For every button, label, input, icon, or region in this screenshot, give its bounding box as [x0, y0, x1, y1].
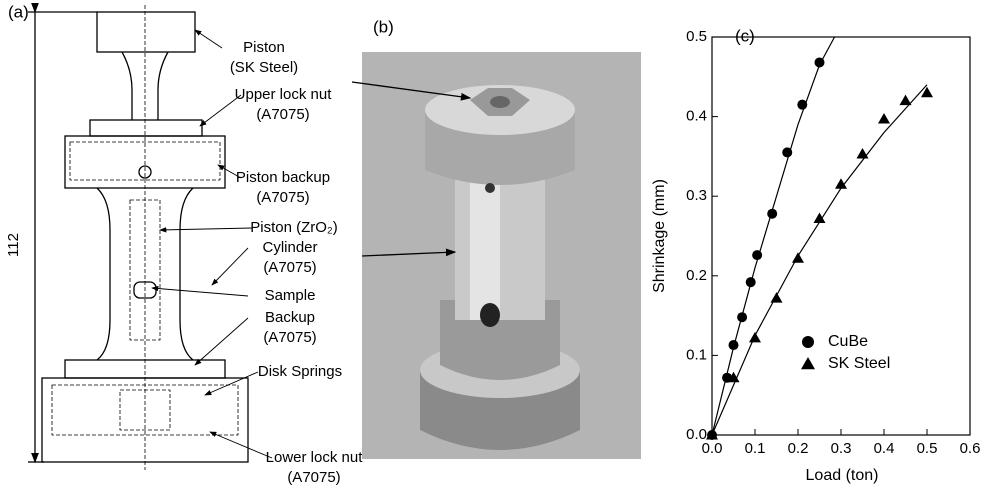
callout-label: (A7075)	[256, 189, 309, 206]
fit-line	[711, 84, 928, 436]
x-tick-label: 0.4	[874, 440, 895, 457]
callout-label: Backup	[265, 309, 315, 326]
callout-label: Lower lock nut	[266, 449, 364, 466]
point	[878, 112, 890, 124]
x-axis-label: Load (ton)	[806, 467, 879, 484]
x-tick-label: 0.1	[745, 440, 766, 457]
y-tick-label: 0.4	[686, 108, 707, 125]
x-tick-label: 0.5	[917, 440, 938, 457]
point	[749, 331, 761, 343]
callout-leader	[194, 29, 223, 49]
callout-label: (SK Steel)	[230, 59, 298, 76]
panel-label: (a)	[8, 2, 29, 21]
fit-line	[711, 36, 836, 436]
y-tick-label: 0.3	[686, 187, 707, 204]
point	[899, 94, 912, 106]
legend-marker	[801, 357, 815, 370]
callout-leader	[151, 285, 249, 297]
point	[856, 148, 869, 159]
x-tick-label: 0.3	[831, 440, 852, 457]
x-tick-label: 0.0	[702, 440, 723, 457]
callout-label: (A7075)	[287, 469, 340, 486]
point	[728, 340, 739, 351]
drawing: (a) 112	[5, 2, 249, 470]
point	[835, 178, 847, 189]
callout-label: Sample	[265, 287, 316, 304]
callout-label: (A7075)	[256, 106, 309, 123]
panel-label: (b)	[373, 17, 394, 36]
point	[792, 252, 804, 263]
x-tick-label: 0.6	[960, 440, 981, 457]
point	[767, 208, 778, 219]
y-tick-label: 0.1	[686, 346, 707, 363]
callout-label: Cylinder	[262, 239, 317, 256]
photo: (b)	[351, 17, 641, 459]
point	[813, 212, 826, 223]
chart: (c) Load (ton) Shrinkage (mm) 0.0 0.1 0.2 0…	[651, 26, 980, 484]
callout-leader	[204, 371, 259, 396]
callout-label: Piston	[243, 39, 285, 56]
callout-label: Piston (ZrO₂)	[250, 219, 338, 236]
point	[770, 292, 783, 303]
y-tick-label: 0.0	[686, 426, 707, 443]
callout-label: Disk Springs	[258, 363, 342, 380]
legend-marker	[802, 336, 814, 348]
dimension: 112	[5, 233, 22, 257]
y-tick-label: 0.2	[686, 267, 707, 284]
callout-leader	[159, 227, 253, 233]
legend-label: SK Steel	[828, 355, 890, 372]
legend-label: CuBe	[828, 333, 868, 350]
callout-leader	[194, 317, 249, 366]
y-tick-label: 0.5	[686, 28, 707, 45]
callout-leader	[199, 94, 242, 127]
callout-label: Upper lock nut	[235, 86, 333, 103]
callout-label: (A7075)	[263, 259, 316, 276]
point	[921, 86, 933, 98]
callout-leader	[211, 247, 249, 286]
callout-label: (A7075)	[263, 329, 316, 346]
callout-leader	[209, 431, 273, 459]
y-axis-label: Shrinkage (mm)	[651, 179, 668, 293]
chart-title: (c)	[735, 26, 755, 45]
x-tick-label: 0.2	[788, 440, 809, 457]
point	[782, 147, 793, 158]
callout-label: Piston backup	[236, 169, 330, 186]
callout-leader	[217, 164, 242, 179]
callouts: Piston (SK Steel) Upper lock nut (A7075) Pis…	[151, 29, 364, 486]
